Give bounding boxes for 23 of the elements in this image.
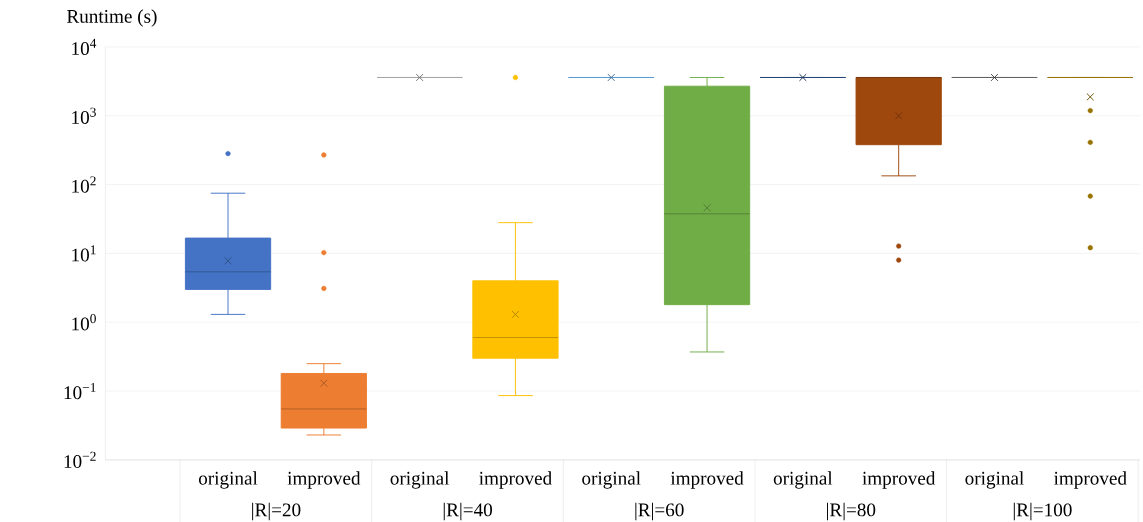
- x-tick-label: original: [582, 471, 641, 489]
- y-tick-label: 10$^{1}$: [72, 245, 96, 262]
- x-tick-label: improved: [862, 471, 936, 489]
- x-tick-label: original: [390, 471, 450, 489]
- text: |R|=20: [252, 502, 301, 521]
- x-tick-label: improved: [670, 471, 744, 489]
- x-tick-label: improved: [479, 471, 552, 489]
- y-tick-label: 10$^{2}$: [72, 176, 96, 193]
- x-tick-label: original: [773, 471, 833, 489]
- x-tick-label: improved: [287, 471, 361, 489]
- y-tick-label: 10$^{0}$: [72, 314, 96, 331]
- y-tick-label: 10$^{−1}$: [64, 382, 96, 400]
- x-tick-label: improved: [1053, 471, 1127, 489]
- y-tick-label: 10$^{3}$: [72, 107, 96, 124]
- text: |R|=60: [635, 502, 684, 521]
- text: |R|=80: [827, 502, 876, 521]
- y-axis-title: Runtime (s): [66, 9, 157, 27]
- text: |R|=100: [1013, 502, 1072, 521]
- y-tick-label: 10$^{4}$: [72, 38, 97, 55]
- x-tick-label: original: [198, 471, 258, 489]
- y-tick-label: 10$^{−2}$: [64, 451, 96, 468]
- text: |R|=40: [443, 502, 493, 521]
- x-tick-label: original: [965, 471, 1024, 489]
